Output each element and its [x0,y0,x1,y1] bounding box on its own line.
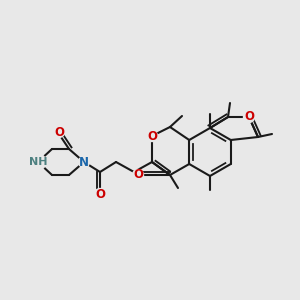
Circle shape [244,112,254,122]
Text: O: O [133,169,143,182]
Text: N: N [79,155,89,169]
Circle shape [94,188,106,200]
Text: O: O [54,125,64,139]
Text: O: O [95,188,105,200]
Text: NH: NH [29,157,47,167]
Circle shape [30,154,46,170]
Circle shape [53,127,64,137]
Text: O: O [147,130,157,142]
Text: O: O [244,110,254,124]
Circle shape [146,130,158,142]
Circle shape [133,169,143,181]
Circle shape [79,157,89,167]
